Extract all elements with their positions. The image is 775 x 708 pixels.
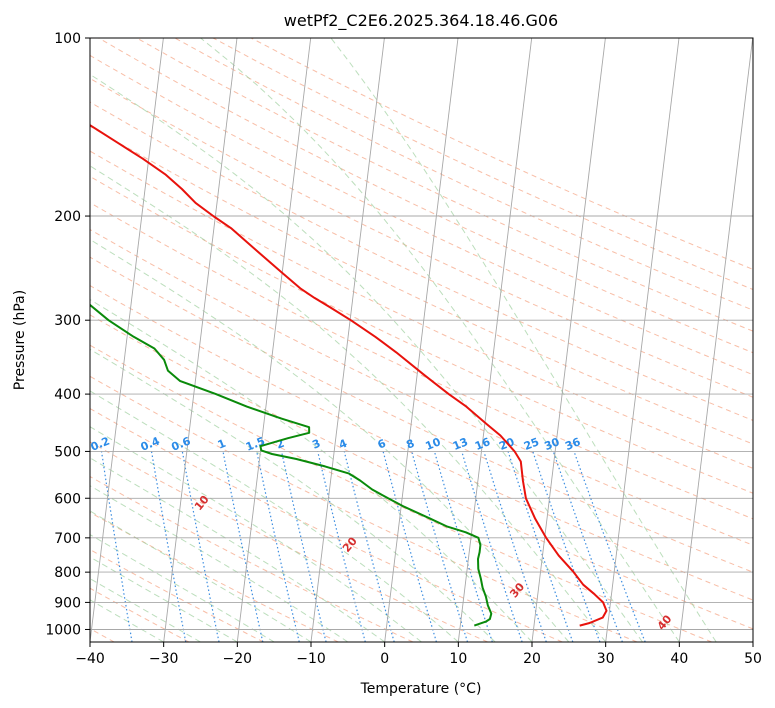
mixing-ratio-line: [222, 451, 264, 642]
x-axis: −40 −30 −20 −10 0 10 20 30 40 50: [75, 642, 762, 667]
mixing-ratio-line: [573, 451, 646, 642]
y-axis-label: Pressure (hPa): [12, 290, 28, 390]
dry-adiabat-line: [90, 285, 753, 601]
mixing-ratio-label: 30: [542, 435, 561, 453]
mixing-ratio-label: 13: [451, 435, 470, 453]
dry-adiabat-line: [212, 38, 753, 291]
mixing-ratio-line: [317, 451, 366, 642]
moist-adiabat-line: [90, 457, 385, 642]
x-axis-label: Temperature (°C): [360, 681, 482, 697]
x-tick-label: 50: [744, 651, 762, 667]
moist-adiabat-line: [90, 390, 459, 642]
moist-adiabat-line: [90, 165, 607, 642]
temperature-line: [90, 123, 608, 627]
isotherm-line: [531, 38, 606, 642]
dry-adiabat-line: [90, 344, 712, 642]
moist-adiabat-line: [90, 578, 201, 642]
dry-adiabat-line: [90, 125, 753, 445]
mixing-ratio-label: 8: [404, 437, 416, 452]
x-tick-label: −10: [296, 651, 326, 667]
x-tick-label: −40: [75, 651, 105, 667]
dewpoint-line: [90, 303, 493, 627]
x-tick-label: 20: [523, 651, 541, 667]
mixing-ratio-label: 36: [563, 435, 582, 453]
dry-adiabat-line: [90, 228, 753, 546]
dry-adiabat-line: [90, 511, 339, 642]
y-tick-label: 300: [54, 313, 81, 329]
y-tick-label: 400: [54, 387, 81, 403]
mixing-ratio-label: 1: [216, 437, 228, 452]
moist-adiabat-line: [90, 348, 496, 642]
y-axis: 100 200 300 400 500 600 700 800 900 1000: [45, 31, 90, 638]
dry-adiabat-line: [90, 548, 264, 642]
isotherm-line: [90, 38, 164, 642]
dry-adiabat-line: [90, 54, 753, 376]
y-tick-label: 500: [54, 444, 81, 460]
mixing-ratio-line: [411, 451, 469, 642]
moist-adiabat-line: [90, 73, 643, 642]
profile-lines-layer: [90, 123, 608, 627]
isotherm-line: [310, 38, 385, 642]
mixing-ratio-line: [433, 451, 493, 642]
mixing-ratio-line: [483, 451, 547, 642]
dry-adiabat-line: [90, 256, 753, 573]
mixing-ratio-label: 2: [274, 437, 286, 452]
y-tick-label: 600: [54, 491, 81, 507]
moist-adiabat-line: [330, 38, 717, 642]
mixing-ratio-line: [461, 451, 523, 642]
moist-adiabat-line: [200, 38, 680, 642]
isotherm-line: [236, 38, 312, 642]
isotherm-line: [457, 38, 533, 642]
isotherm-line: [384, 38, 459, 642]
x-tick-label: 0: [380, 651, 389, 667]
mixing-ratio-line: [280, 451, 327, 642]
y-tick-label: 100: [54, 31, 81, 47]
chart-title: wetPf2_C2E6.2025.364.18.46.G06: [284, 11, 558, 31]
x-tick-label: −20: [223, 651, 253, 667]
y-tick-label: 200: [54, 209, 81, 225]
isotherm-line: [678, 38, 753, 642]
dry-adiabat-line: [90, 441, 488, 642]
y-tick-label: 900: [54, 595, 81, 611]
dry-adiabat-line: [90, 101, 753, 421]
mixing-ratio-line: [256, 451, 300, 642]
mixing-ratio-label: 16: [473, 435, 492, 453]
y-tick-label: 1000: [45, 622, 81, 638]
isobars-layer: [90, 38, 753, 630]
mixing-ratio-line: [532, 451, 601, 642]
mixing-ratio-label: 25: [522, 435, 541, 453]
dry-adiabats-layer: [90, 38, 753, 642]
moist-adiabat-line: [90, 426, 422, 642]
dry-adiabat-line: [90, 408, 563, 642]
mixing-ratio-line: [552, 451, 623, 642]
mixing-ratio-label: 10: [424, 435, 443, 453]
plot-frame: [89, 37, 754, 643]
moist-adiabat-line: [90, 238, 570, 642]
mixing-ratio-line: [382, 451, 437, 642]
dry-adiabat-line: [90, 175, 753, 494]
y-tick-label: 800: [54, 565, 81, 581]
dry-adiabat-line: [90, 375, 638, 642]
x-tick-label: 40: [670, 651, 688, 667]
mixing-ratio-label: 3: [310, 437, 322, 452]
y-tick-label: 700: [54, 531, 81, 547]
dry-adiabat-line: [136, 38, 753, 332]
x-tick-label: −30: [149, 651, 179, 667]
mixing-ratio-line: [507, 451, 574, 642]
moist-adiabat-line: [90, 599, 164, 642]
isotherms-layer: [90, 38, 753, 642]
isotherm-line: [605, 38, 680, 642]
x-tick-label: 30: [597, 651, 615, 667]
isotherm-line: [163, 38, 238, 642]
x-tick-label: 10: [449, 651, 467, 667]
